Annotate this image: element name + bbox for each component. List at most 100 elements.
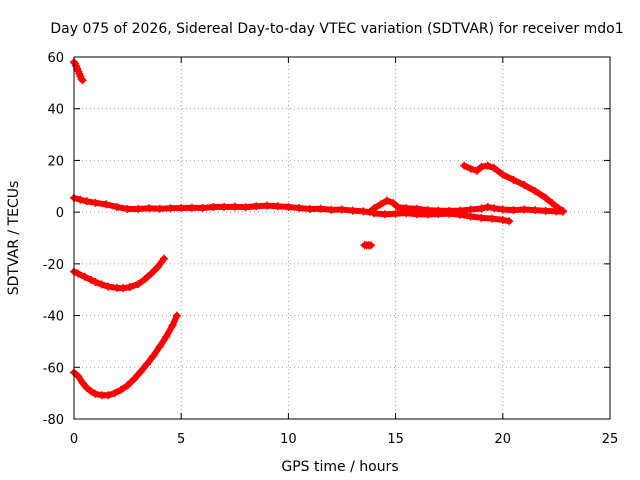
data-point	[87, 387, 96, 396]
data-point	[97, 280, 106, 289]
data-point	[295, 204, 304, 213]
series-arc-minus-20	[70, 254, 169, 293]
data-point	[376, 200, 385, 209]
data-point	[91, 277, 100, 286]
data-point	[123, 381, 132, 390]
y-tick-label: 60	[47, 51, 64, 66]
data-point	[541, 193, 550, 202]
data-point	[530, 206, 539, 215]
data-point	[466, 164, 475, 173]
x-tick-label: 20	[495, 432, 512, 447]
series-line	[71, 194, 566, 216]
series-arc-minus-60	[70, 311, 181, 400]
data-point	[490, 204, 499, 213]
data-point	[230, 202, 239, 211]
data-point	[370, 209, 379, 218]
x-tick-label: 15	[387, 432, 404, 447]
series-late-descending-arc	[460, 161, 567, 215]
plot-area	[70, 58, 567, 400]
y-tick-label: -20	[43, 258, 64, 273]
data-point	[149, 351, 158, 360]
data-point	[305, 205, 314, 214]
data-point	[74, 269, 83, 278]
x-axis: 0 5 10 15 20 25	[70, 57, 618, 447]
data-point	[483, 161, 492, 170]
data-point	[338, 205, 346, 214]
data-point	[402, 209, 411, 218]
data-point	[112, 202, 121, 211]
grid	[74, 57, 610, 419]
chart-title: Day 075 of 2026, Sidereal Day-to-day VTE…	[50, 21, 623, 37]
data-point	[383, 196, 392, 205]
data-point	[558, 206, 567, 215]
data-point	[434, 209, 443, 218]
series-steep-drop-start	[70, 58, 87, 85]
data-point	[520, 180, 529, 189]
data-point	[123, 205, 132, 214]
data-point	[136, 367, 145, 376]
x-tick-label: 10	[280, 432, 297, 447]
y-tick-label: 40	[47, 103, 64, 118]
y-tick-label: -80	[43, 413, 64, 428]
data-point	[145, 204, 154, 213]
data-point	[473, 166, 482, 175]
data-point	[91, 389, 100, 398]
series-isolated-point	[360, 241, 375, 250]
y-tick-label: -40	[43, 310, 64, 325]
data-point	[125, 283, 134, 292]
data-point	[530, 186, 539, 195]
data-point	[104, 282, 113, 291]
data-point	[119, 284, 128, 293]
data-point	[82, 197, 91, 206]
data-point	[273, 202, 282, 211]
data-point	[130, 375, 139, 384]
data-point	[166, 204, 175, 213]
data-point	[80, 272, 89, 281]
x-axis-label: GPS time / hours	[281, 459, 398, 475]
x-tick-label: 25	[602, 432, 619, 447]
data-point	[445, 209, 454, 218]
data-point	[155, 342, 164, 351]
data-point	[460, 161, 469, 170]
data-point	[134, 280, 143, 289]
data-point	[466, 212, 475, 221]
x-tick-label: 5	[177, 432, 185, 447]
data-point	[477, 204, 486, 213]
data-point	[490, 164, 499, 173]
data-point	[91, 198, 100, 207]
data-point	[505, 217, 514, 226]
data-point	[509, 206, 518, 215]
data-point	[366, 241, 375, 250]
data-point	[393, 202, 402, 211]
data-point	[110, 389, 119, 398]
data-point	[548, 199, 557, 208]
data-point	[140, 275, 149, 284]
x-tick-label: 0	[70, 432, 78, 447]
series-near-zero-band	[70, 193, 567, 217]
data-point	[498, 215, 507, 224]
data-point	[76, 195, 85, 204]
data-point	[187, 203, 196, 212]
data-point	[155, 204, 164, 213]
data-point	[177, 204, 186, 213]
series-line	[461, 162, 566, 214]
data-point	[477, 162, 486, 171]
data-point	[477, 213, 486, 222]
y-tick-label: 20	[47, 154, 64, 169]
data-point	[380, 210, 389, 219]
data-point	[262, 201, 271, 210]
y-tick-label: 0	[56, 206, 64, 221]
data-point	[284, 202, 293, 211]
data-point	[423, 210, 432, 219]
data-point	[198, 204, 207, 213]
data-point	[455, 210, 464, 219]
data-point	[147, 269, 156, 278]
data-point	[74, 372, 83, 381]
data-point	[102, 200, 111, 209]
series-lower-band-segment	[370, 209, 514, 226]
data-point	[117, 385, 126, 394]
data-point	[466, 205, 475, 214]
data-point	[209, 202, 218, 211]
data-point	[168, 321, 177, 330]
data-point	[78, 378, 87, 387]
